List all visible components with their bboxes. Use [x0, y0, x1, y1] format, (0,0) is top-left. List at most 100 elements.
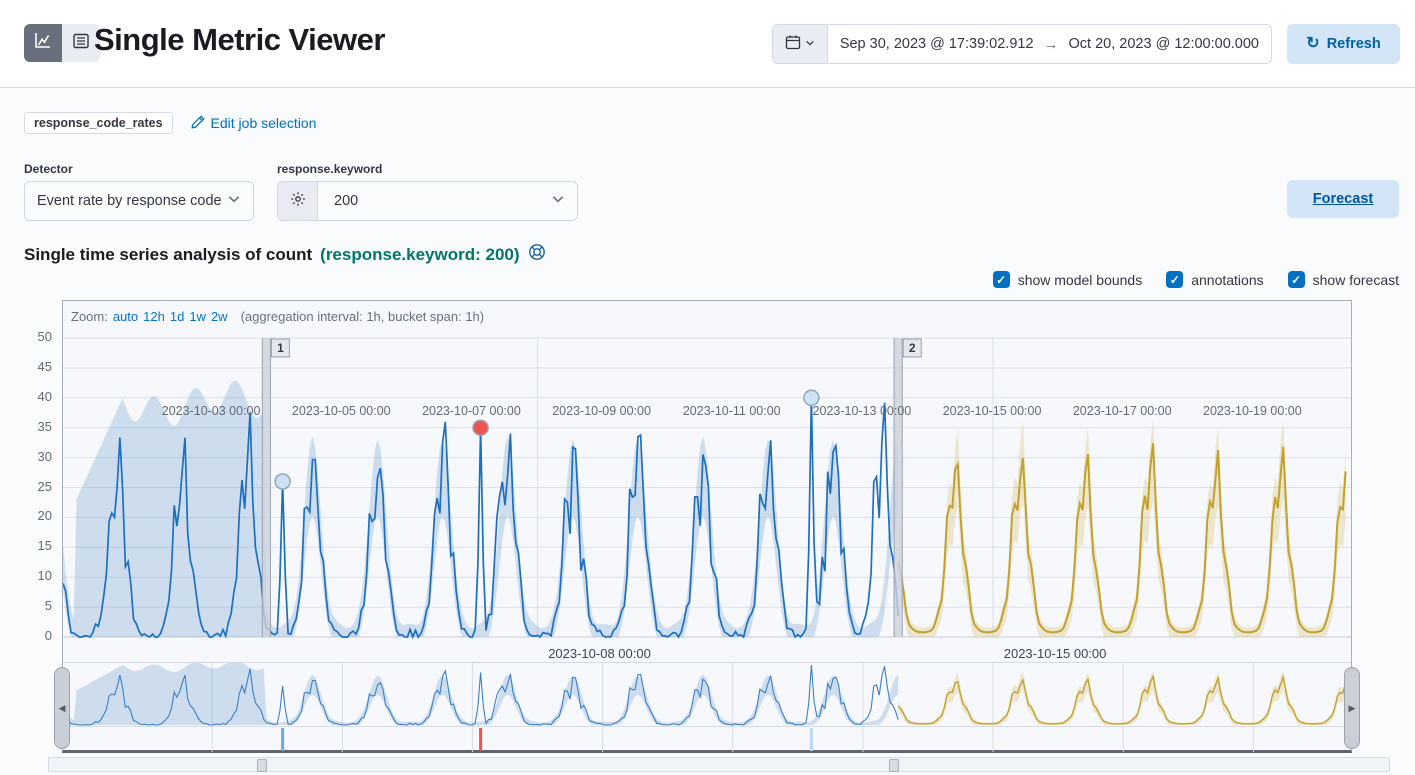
chevron-down-icon: [551, 192, 565, 210]
y-axis-tick-label: 40: [37, 388, 52, 404]
line-chart-icon: [34, 32, 52, 55]
series-section-title: Single time series analysis of count (re…: [24, 243, 546, 266]
anomaly-marker-critical[interactable]: [472, 419, 489, 436]
gear-icon: [290, 191, 306, 212]
y-axis-tick-label: 25: [37, 478, 52, 494]
forecast-bounds-area: [898, 420, 1346, 637]
y-axis-tick-label: 5: [44, 598, 52, 614]
toggle-annotations[interactable]: ✓ annotations: [1166, 271, 1264, 288]
toggle-show-model-bounds[interactable]: ✓ show model bounds: [992, 271, 1143, 288]
context-brush-right-handle[interactable]: ▶: [1344, 667, 1360, 749]
entity-config-button[interactable]: [278, 182, 318, 220]
checkbox-checked-icon[interactable]: ✓: [1287, 271, 1305, 288]
pencil-icon: [191, 114, 205, 132]
page-header: Single Metric Viewer Sep 30, 2023 @ 17:3…: [0, 0, 1415, 88]
zoom-option-2w[interactable]: 2w: [210, 308, 228, 324]
table-list-icon: [72, 32, 90, 55]
page-title: Single Metric Viewer: [94, 22, 385, 57]
toggle-label: show model bounds: [1017, 271, 1143, 288]
zoom-label: Zoom:: [71, 308, 108, 324]
y-axis-tick-label: 20: [37, 508, 52, 524]
toggle-show-forecast[interactable]: ✓ show forecast: [1287, 271, 1399, 288]
context-axis-label: 2023-10-09 00:00: [552, 404, 651, 418]
toggle-label: show forecast: [1312, 271, 1399, 288]
chart-view-button[interactable]: [24, 24, 62, 62]
zoom-controls: Zoom: auto 12h 1d 1w 2w (aggregation interval:…: [71, 301, 484, 331]
context-axis-label: 2023-10-03 00:00: [161, 404, 261, 418]
time-range-start[interactable]: Sep 30, 2023 @ 17:39:02.912: [839, 36, 1034, 52]
y-axis-tick-label: 45: [37, 358, 52, 374]
job-badge[interactable]: response_code_rates: [24, 112, 173, 134]
annotation-label[interactable]: [902, 338, 922, 358]
context-divider: [63, 662, 1351, 663]
zoom-option-1d[interactable]: 1d: [169, 308, 185, 324]
time-range-end[interactable]: Oct 20, 2023 @ 12:00:00.000: [1068, 36, 1259, 52]
context-bounds-area: [63, 663, 899, 725]
anomaly-marker-low[interactable]: [803, 389, 820, 407]
x-axis-tick-label: 2023-10-08 00:00: [548, 646, 651, 661]
annotation-band[interactable]: [894, 338, 903, 637]
chevron-down-icon: [227, 192, 241, 210]
time-range-picker: Sep 30, 2023 @ 17:39:02.912 → Oct 20, 20…: [771, 24, 1272, 64]
context-chart[interactable]: [63, 663, 1351, 752]
forecast-button[interactable]: Forecast: [1287, 180, 1399, 218]
quick-select-button[interactable]: [772, 25, 828, 63]
calendar-icon: [785, 34, 801, 55]
entity-field-label: response.keyword: [277, 162, 383, 176]
context-forecast-line: [897, 674, 1347, 725]
y-axis-tick-label: 15: [37, 538, 52, 554]
swimlane-anomaly-tick[interactable]: [479, 728, 483, 751]
forecast-line: [897, 443, 1347, 634]
series-entity-value: (response.keyword: 200): [320, 244, 520, 264]
table-view-button[interactable]: [62, 24, 100, 62]
annotation-label[interactable]: [270, 338, 290, 358]
edit-job-selection-link[interactable]: Edit job selection: [191, 114, 316, 132]
detector-label: Detector: [24, 162, 73, 176]
y-axis-tick-label: 10: [37, 568, 52, 584]
timeseries-chart: Zoom: auto 12h 1d 1w 2w (aggregation interval:…: [62, 300, 1352, 753]
chevron-down-icon: [805, 35, 815, 53]
entity-field-group: 200: [277, 181, 578, 221]
checkbox-checked-icon[interactable]: ✓: [1166, 271, 1184, 288]
arrow-right-icon: →: [1043, 35, 1059, 53]
annotation-label-text: 2: [909, 341, 916, 355]
zoom-option-auto[interactable]: auto: [112, 308, 139, 324]
job-selection-row: response_code_rates Edit job selection: [24, 112, 316, 134]
swimlane-anomaly-tick[interactable]: [281, 728, 285, 751]
context-axis-label: 2023-10-13 00:00: [812, 404, 912, 418]
context-metric-line: [63, 664, 899, 726]
context-axis-label: 2023-10-05 00:00: [291, 404, 391, 418]
y-axis-tick-label: 35: [37, 418, 52, 434]
x-axis-tick-label: 2023-10-15 00:00: [1003, 646, 1107, 661]
context-forecast-bounds: [898, 670, 1346, 725]
zoom-option-12h[interactable]: 12h: [143, 308, 165, 324]
model-bounds-area: [63, 380, 899, 637]
chart-toggles: ✓ show model bounds ✓ annotations ✓ show fore…: [992, 271, 1399, 288]
zoom-option-1w[interactable]: 1w: [189, 308, 206, 324]
refresh-button[interactable]: ↻ Refresh: [1287, 24, 1400, 64]
entity-value-select[interactable]: 200: [318, 182, 577, 220]
swimlane-anomaly-tick[interactable]: [809, 728, 813, 751]
y-axis-tick-label: 30: [37, 448, 52, 464]
checkbox-checked-icon[interactable]: ✓: [992, 271, 1010, 288]
y-axis-tick-label: 0: [44, 628, 52, 643]
context-axis-label: 2023-10-07 00:00: [422, 404, 521, 418]
anomaly-marker-low[interactable]: [274, 473, 291, 490]
annotation-strip-marker[interactable]: [257, 758, 268, 772]
annotation-band[interactable]: [262, 338, 271, 637]
context-axis-label: 2023-10-11 00:00: [682, 404, 781, 418]
refresh-icon: ↻: [1306, 35, 1320, 52]
annotation-strip-marker[interactable]: [889, 758, 900, 772]
life-ring-icon[interactable]: [528, 243, 546, 266]
context-brush-left-handle[interactable]: ◀: [54, 667, 70, 749]
y-axis-tick-label: 50: [37, 329, 52, 344]
context-axis-label: 2023-10-17 00:00: [1072, 404, 1172, 418]
aggregation-info: (aggregation interval: 1h, bucket span: …: [240, 308, 485, 324]
context-axis-label: 2023-10-19 00:00: [1203, 404, 1302, 418]
time-range-values: Sep 30, 2023 @ 17:39:02.912 → Oct 20, 20…: [828, 25, 1271, 63]
view-toggle-group: [24, 24, 100, 62]
detector-select[interactable]: Event rate by response code: [24, 181, 254, 221]
annotation-strip[interactable]: [48, 757, 1390, 772]
